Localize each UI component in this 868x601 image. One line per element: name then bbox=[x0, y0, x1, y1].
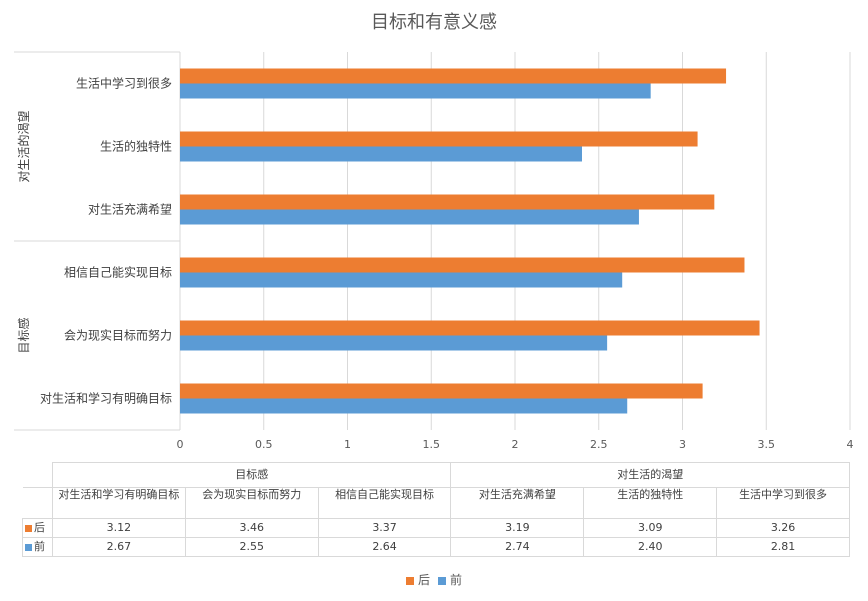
legend-key bbox=[25, 543, 32, 551]
bar-before bbox=[180, 335, 608, 351]
gridlines bbox=[179, 52, 851, 430]
table-category-header: 相信自己能实现目标 bbox=[317, 487, 452, 519]
x-tick-label: 3.5 bbox=[758, 438, 776, 451]
table-value-cell: 3.09 bbox=[583, 518, 718, 538]
table-value-cell: 3.26 bbox=[716, 518, 850, 538]
bar-after bbox=[180, 383, 703, 399]
axis-labels: 0 0.5 1 1.5 2 2.5 3 3.5 4 对生活和学习有明确目标 会为现实目标而努力相信自… bbox=[16, 76, 854, 452]
legend-key bbox=[25, 524, 32, 532]
table-value-cell: 2.55 bbox=[184, 537, 319, 557]
data-table: 目标感 对生活的渴望 对生活和学习有明确目标 会为现实目标而努力 相信自己能实现目标 对生… bbox=[22, 462, 850, 557]
table-category-row: 对生活和学习有明确目标 会为现实目标而努力 相信自己能实现目标 对生活充满希望 生活的独… bbox=[22, 487, 850, 519]
chart-title: 目标和有意义感 bbox=[371, 12, 497, 33]
bar-after bbox=[180, 194, 715, 210]
bar-before bbox=[180, 83, 651, 99]
table-value-cell: 3.12 bbox=[52, 518, 186, 538]
table-group-row: 目标感 对生活的渴望 bbox=[22, 462, 850, 488]
bar-before bbox=[180, 146, 582, 162]
bar-plot: 0 0.5 1 1.5 2 2.5 3 3.5 4 对生活和学习有明确目标 会为现实目标而努力相信自… bbox=[14, 51, 854, 452]
bars bbox=[180, 68, 760, 414]
group-label: 对生活的渴望 bbox=[16, 110, 31, 182]
table-category-header: 生活的独特性 bbox=[583, 487, 718, 519]
bar-after bbox=[180, 257, 745, 273]
table-corner bbox=[22, 487, 53, 519]
table-value-cell: 3.37 bbox=[317, 518, 452, 538]
x-tick-label: 1.5 bbox=[423, 438, 441, 451]
series-name: 后 bbox=[34, 521, 45, 534]
bar-before bbox=[180, 398, 628, 414]
table-value-cell: 2.64 bbox=[317, 537, 452, 557]
table-value-cell: 2.67 bbox=[52, 537, 186, 557]
table-value-cell: 3.19 bbox=[450, 518, 585, 538]
legend-swatch bbox=[438, 576, 446, 585]
legend-label: 后 bbox=[417, 573, 430, 587]
legend-label: 前 bbox=[450, 573, 463, 587]
category-label: 相信自己能实现目标 bbox=[64, 265, 172, 280]
table-value-cell: 3.46 bbox=[184, 518, 319, 538]
category-label: 会为现实目标而努力 bbox=[64, 328, 172, 343]
bar-after bbox=[180, 320, 760, 336]
table-series-row: 前 2.67 2.55 2.64 2.74 2.40 2.81 bbox=[22, 537, 850, 557]
legend-swatch bbox=[405, 576, 414, 585]
table-group-header: 目标感 bbox=[51, 462, 452, 488]
x-tick-label: 4 bbox=[847, 438, 854, 451]
x-tick-label: 1 bbox=[344, 438, 351, 451]
bar-before bbox=[180, 209, 639, 225]
bar-before bbox=[180, 272, 623, 288]
table-value-cell: 2.40 bbox=[583, 537, 718, 557]
table-series-name: 后 bbox=[22, 518, 53, 538]
category-label: 生活的独特性 bbox=[100, 139, 172, 154]
legend-item: 后 bbox=[405, 571, 430, 588]
table-value-cell: 2.81 bbox=[716, 537, 850, 557]
table-group-header: 对生活的渴望 bbox=[450, 462, 850, 488]
x-tick-label: 0 bbox=[177, 438, 184, 451]
group-label: 目标感 bbox=[16, 317, 31, 353]
table-value-cell: 2.74 bbox=[450, 537, 585, 557]
category-axis-frame bbox=[14, 51, 181, 431]
x-tick-label: 2.5 bbox=[590, 438, 608, 451]
table-category-header: 会为现实目标而努力 bbox=[184, 487, 319, 519]
table-category-header: 生活中学习到很多 bbox=[716, 487, 850, 519]
x-tick-label: 3 bbox=[679, 438, 686, 451]
category-label: 对生活充满希望 bbox=[88, 202, 172, 217]
category-label: 生活中学习到很多 bbox=[76, 76, 172, 91]
bar-after bbox=[180, 131, 698, 147]
legend: 后前 bbox=[0, 571, 868, 588]
series-name: 前 bbox=[34, 540, 45, 553]
x-tick-label: 2 bbox=[512, 438, 519, 451]
category-label: 对生活和学习有明确目标 bbox=[40, 391, 172, 406]
bar-after bbox=[180, 68, 727, 84]
table-series-row: 后 3.12 3.46 3.37 3.19 3.09 3.26 bbox=[22, 518, 850, 538]
table-category-header: 对生活和学习有明确目标 bbox=[52, 487, 186, 519]
table-category-header: 对生活充满希望 bbox=[450, 487, 585, 519]
x-tick-label: 0.5 bbox=[255, 438, 273, 451]
table-corner bbox=[22, 462, 53, 488]
legend-item: 前 bbox=[438, 571, 462, 588]
table-series-name: 前 bbox=[22, 537, 53, 557]
